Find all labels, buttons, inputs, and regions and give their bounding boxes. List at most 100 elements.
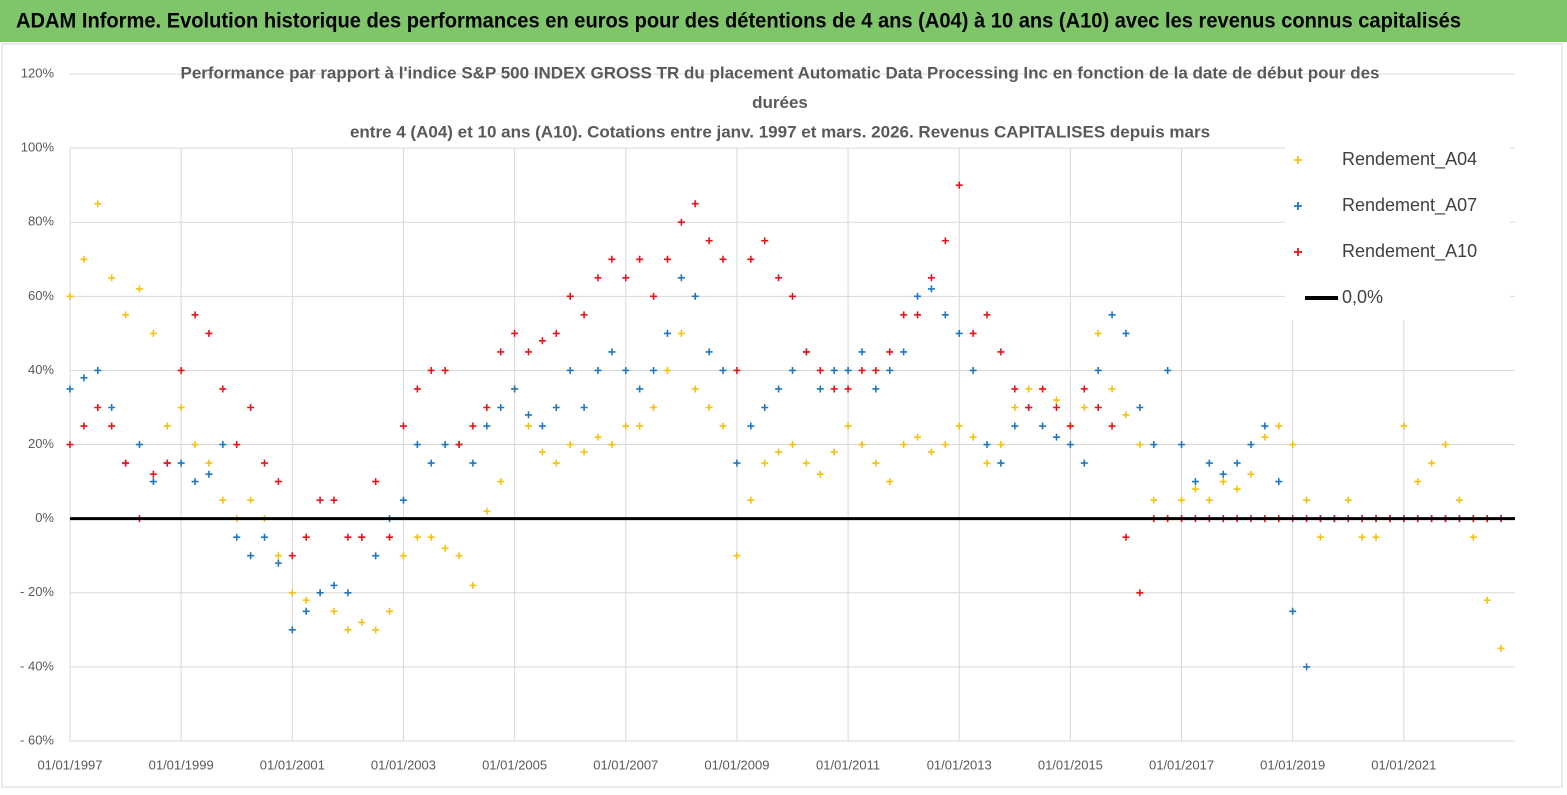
data-point [538, 337, 546, 345]
data-point [1094, 366, 1102, 374]
data-point [66, 292, 74, 300]
data-point [372, 626, 380, 634]
data-point [191, 478, 199, 486]
header-bar [0, 0, 1567, 42]
legend-box [1285, 140, 1510, 320]
data-point [650, 404, 658, 411]
data-point [1011, 404, 1019, 411]
data-point [205, 470, 213, 478]
data-point [427, 366, 435, 374]
data-point [955, 422, 963, 430]
data-point [580, 404, 588, 411]
data-point [761, 237, 769, 245]
data-point [163, 422, 171, 430]
data-point [1136, 589, 1144, 597]
data-point [1080, 459, 1088, 467]
data-point [427, 533, 435, 541]
data-point [66, 385, 74, 393]
data-point [608, 348, 616, 356]
data-point [1303, 663, 1311, 671]
data-point [552, 404, 560, 411]
data-point [511, 385, 519, 393]
data-point [886, 366, 894, 374]
data-point [1164, 366, 1172, 374]
data-point [288, 626, 296, 634]
data-point [969, 366, 977, 374]
data-point [844, 366, 852, 374]
data-point [1011, 422, 1019, 430]
data-point [580, 448, 588, 456]
data-point [483, 404, 491, 411]
data-point [372, 552, 380, 560]
data-point [677, 274, 685, 282]
data-point [191, 441, 199, 449]
data-point [149, 478, 157, 486]
data-point [135, 441, 143, 449]
data-point [177, 366, 185, 374]
data-point [483, 507, 491, 515]
data-point [1052, 433, 1060, 441]
data-point [677, 329, 685, 337]
data-point [830, 448, 838, 456]
data-point [1108, 422, 1116, 430]
data-point [219, 496, 227, 504]
data-point [441, 441, 449, 449]
data-point [274, 559, 282, 567]
data-point [955, 181, 963, 189]
data-point [1469, 533, 1477, 541]
data-point [914, 292, 922, 300]
data-point [1358, 533, 1366, 541]
data-point [177, 459, 185, 467]
data-point [511, 329, 519, 337]
data-point [288, 589, 296, 597]
data-point [941, 237, 949, 245]
data-point [191, 311, 199, 319]
data-point [302, 596, 310, 604]
data-point [302, 607, 310, 615]
legend-marker [1294, 202, 1302, 210]
data-point [163, 459, 171, 467]
data-point [747, 496, 755, 504]
data-point [469, 581, 477, 589]
y-tick-label: - 60% [20, 732, 54, 747]
data-point [1039, 385, 1047, 393]
data-point [997, 441, 1005, 449]
data-point [608, 255, 616, 263]
data-point [969, 329, 977, 337]
data-point [1191, 485, 1199, 493]
legend-marker [1294, 248, 1302, 256]
data-point [1025, 385, 1033, 393]
data-point [1025, 404, 1033, 411]
data-point [399, 552, 407, 560]
data-point [789, 441, 796, 449]
data-point [983, 441, 991, 449]
data-point [1442, 441, 1450, 449]
x-tick-label: 01/01/2017 [1149, 757, 1214, 772]
data-point [413, 533, 421, 541]
data-point [80, 255, 88, 263]
data-point [858, 348, 866, 356]
data-point [636, 255, 644, 263]
data-point [775, 274, 783, 282]
data-point [1136, 404, 1144, 411]
data-point [872, 385, 880, 393]
chart-title: durées [752, 93, 808, 112]
data-point [775, 385, 783, 393]
data-point [997, 348, 1005, 356]
y-tick-label: 100% [21, 140, 55, 155]
data-point [233, 533, 241, 541]
x-tick-label: 01/01/2011 [816, 757, 880, 772]
data-point [1178, 441, 1186, 449]
data-point [538, 422, 546, 430]
data-point [441, 544, 449, 552]
data-point [177, 404, 185, 411]
data-point [316, 496, 324, 504]
data-point [358, 533, 366, 541]
data-point [344, 589, 352, 597]
data-point [427, 459, 435, 467]
data-point [247, 552, 255, 560]
x-tick-label: 01/01/1999 [149, 757, 214, 772]
data-point [941, 441, 949, 449]
data-point [302, 533, 310, 541]
